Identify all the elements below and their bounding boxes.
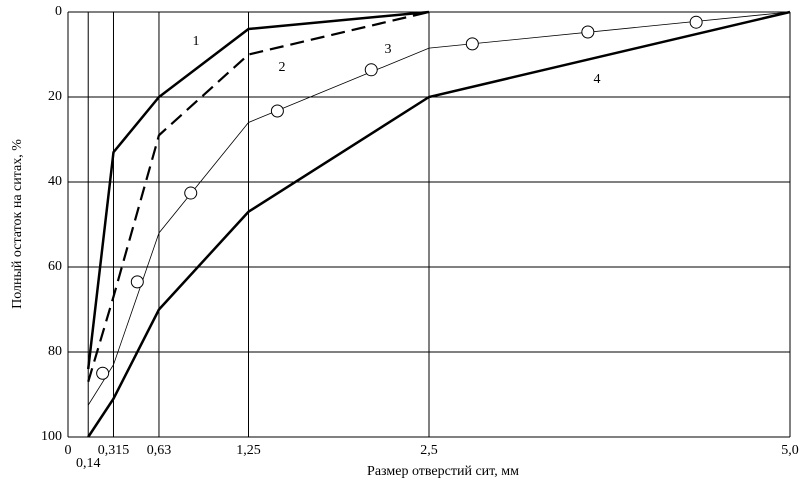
series-line (87, 10, 791, 438)
x-tick-label: 0 (65, 443, 72, 458)
marker (96, 366, 110, 380)
marker (581, 25, 595, 39)
x-axis-label: Размер отверстий сит, мм (367, 464, 519, 479)
x-tick-label: 0,315 (98, 443, 130, 458)
y-tick-label: 60 (48, 259, 62, 274)
series-line (86, 10, 430, 370)
series-label: 4 (594, 72, 601, 87)
series-label: 1 (193, 34, 200, 49)
series-label: 2 (279, 60, 286, 75)
y-tick-label: 100 (41, 429, 62, 444)
marker (130, 275, 144, 289)
y-tick-label: 20 (48, 89, 62, 104)
marker (184, 186, 198, 200)
x-tick-label: 5,0 (781, 443, 799, 458)
y-tick-label: 0 (55, 4, 62, 19)
x-tick-label: 0,63 (147, 443, 172, 458)
y-axis-label: Полный остаток на ситах, % (10, 139, 25, 309)
marker (465, 37, 479, 51)
x-tick-label: 1,25 (236, 443, 261, 458)
y-tick-label: 80 (48, 344, 62, 359)
x-tick-label: 0,14 (76, 456, 101, 471)
series-label: 3 (385, 42, 392, 57)
x-tick-label: 2,5 (420, 443, 438, 458)
series-line (87, 10, 430, 383)
series-line (87, 11, 791, 406)
marker (270, 104, 284, 118)
marker (689, 15, 703, 29)
marker (364, 63, 378, 77)
y-tick-label: 40 (48, 174, 62, 189)
